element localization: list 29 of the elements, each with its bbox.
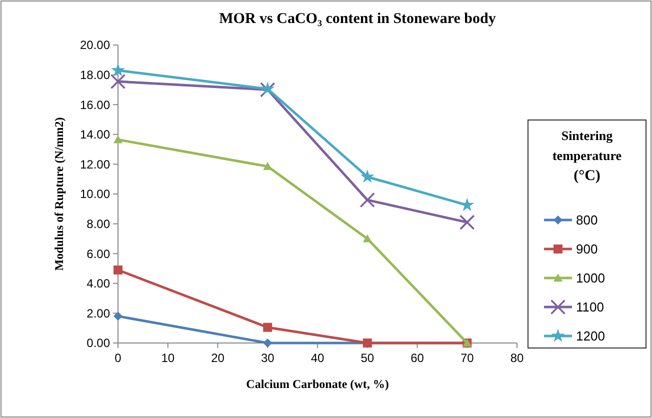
x-tick-label: 10 bbox=[161, 351, 175, 365]
y-axis-title: Modulus of Rupture (N/mm2) bbox=[52, 117, 66, 271]
x-tick-label: 40 bbox=[310, 351, 324, 365]
legend-label: 900 bbox=[576, 242, 598, 257]
y-tick-label: 18.00 bbox=[80, 68, 110, 82]
y-tick-label: 4.00 bbox=[86, 276, 110, 291]
y-tick-label: 16.00 bbox=[80, 98, 110, 112]
y-tick-label: 6.00 bbox=[86, 246, 110, 261]
y-tick-label: 12.00 bbox=[80, 157, 110, 172]
x-tick-label: 80 bbox=[510, 351, 524, 365]
legend-label: 1100 bbox=[576, 300, 604, 315]
x-tick-label: 70 bbox=[460, 351, 474, 365]
legend-label: 800 bbox=[576, 212, 598, 228]
x-tick-label: 20 bbox=[211, 351, 225, 365]
chart-title: MOR vs CaCO₃ content in Stoneware body bbox=[219, 11, 496, 27]
y-tick-label: 14.00 bbox=[80, 128, 110, 142]
legend-label: 1000 bbox=[576, 270, 605, 286]
y-tick-label: 8.00 bbox=[86, 217, 110, 231]
y-tick-label: 10.00 bbox=[80, 187, 110, 202]
x-tick-label: 60 bbox=[410, 351, 424, 365]
y-tick-label: 20.00 bbox=[80, 38, 110, 52]
legend-label: 1200 bbox=[576, 328, 605, 344]
x-axis-title: Calcium Carbonate (wt, %) bbox=[246, 377, 389, 391]
x-tick-label: 30 bbox=[260, 351, 275, 365]
y-tick-label: 0.00 bbox=[86, 336, 110, 350]
x-tick-label: 50 bbox=[360, 351, 374, 365]
x-tick-label: 0 bbox=[114, 351, 122, 365]
y-tick-label: 2.00 bbox=[86, 306, 110, 320]
legend-title: Sintering temperature (°C) bbox=[552, 128, 622, 184]
